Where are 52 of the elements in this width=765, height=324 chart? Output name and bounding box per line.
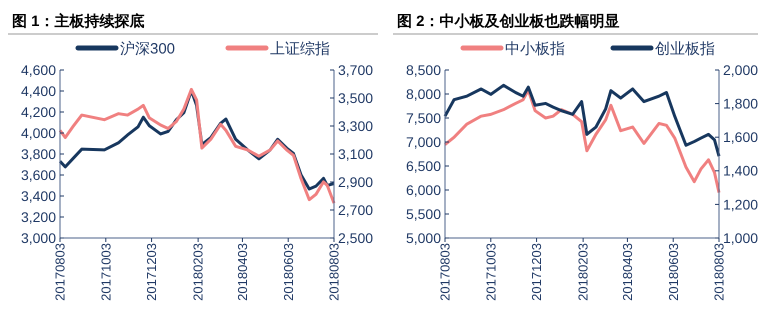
x-tick-label: 20171003 xyxy=(483,243,498,301)
y2-tick-label: 3,700 xyxy=(338,62,374,78)
y-tick-label: 4,400 xyxy=(20,82,56,99)
y-tick-label: 6,000 xyxy=(406,182,442,198)
y2-tick-label: 2,900 xyxy=(338,174,374,190)
y-tick-label: 3,400 xyxy=(20,188,56,204)
line-series xyxy=(444,88,720,194)
x-tick-label: 20180803 xyxy=(712,243,727,301)
y-tick-label: 7,000 xyxy=(406,134,442,150)
y2-tick-label: 1,400 xyxy=(723,162,758,179)
chart-title: 图 2：中小板及创业板也跌幅明显 xyxy=(397,13,620,30)
y-tick-label: 3,600 xyxy=(20,166,56,183)
x-tick-label: 20180203 xyxy=(190,243,206,301)
y2-tick-label: 1,800 xyxy=(723,96,758,112)
x-tick-label: 20171003 xyxy=(98,243,114,301)
legend-label: 中小板指 xyxy=(505,40,565,58)
y2-tick-label: 1,200 xyxy=(723,196,758,212)
y-tick-label: 8,000 xyxy=(406,86,442,102)
x-tick-label: 20180403 xyxy=(234,243,250,301)
y-tick-label: 7,500 xyxy=(406,110,442,126)
y2-tick-label: 2,500 xyxy=(338,230,374,246)
y2-tick-label: 3,300 xyxy=(338,118,374,134)
y2-tick-label: 1,000 xyxy=(723,230,758,246)
x-tick-label: 20180203 xyxy=(576,243,591,301)
y-tick-label: 4,200 xyxy=(20,104,56,120)
legend-label: 沪深300 xyxy=(120,40,176,58)
legend-label: 创业板指 xyxy=(655,40,715,58)
x-tick-label: 20170803 xyxy=(52,243,68,301)
y-tick-label: 8,500 xyxy=(406,62,442,78)
y-tick-label: 3,200 xyxy=(20,208,56,225)
y-tick-label: 6,500 xyxy=(406,158,442,174)
y-tick-label: 4,000 xyxy=(20,124,56,141)
y2-tick-label: 2,000 xyxy=(723,62,758,78)
x-tick-label: 20180803 xyxy=(326,243,342,301)
y-tick-label: 5,000 xyxy=(406,230,442,246)
y2-tick-label: 2,700 xyxy=(338,202,374,218)
x-tick-label: 20180603 xyxy=(666,243,681,301)
x-tick-label: 20171203 xyxy=(144,243,160,301)
chart-title: 图 1：主板持续探底 xyxy=(12,12,145,30)
x-tick-label: 20171203 xyxy=(529,243,544,301)
y-tick-label: 3,800 xyxy=(20,146,56,162)
y2-tick-label: 1,600 xyxy=(723,129,758,146)
x-tick-label: 20180603 xyxy=(280,243,296,301)
y-tick-label: 3,000 xyxy=(20,230,56,246)
y-tick-label: 5,500 xyxy=(406,206,442,222)
x-tick-label: 20180403 xyxy=(620,243,635,301)
y2-tick-label: 3,100 xyxy=(338,146,374,162)
y-tick-label: 4,600 xyxy=(20,62,56,78)
line-series xyxy=(444,84,720,158)
x-tick-label: 20170803 xyxy=(438,243,453,301)
legend-label: 上证综指 xyxy=(270,40,330,58)
y2-tick-label: 3,500 xyxy=(338,90,374,106)
